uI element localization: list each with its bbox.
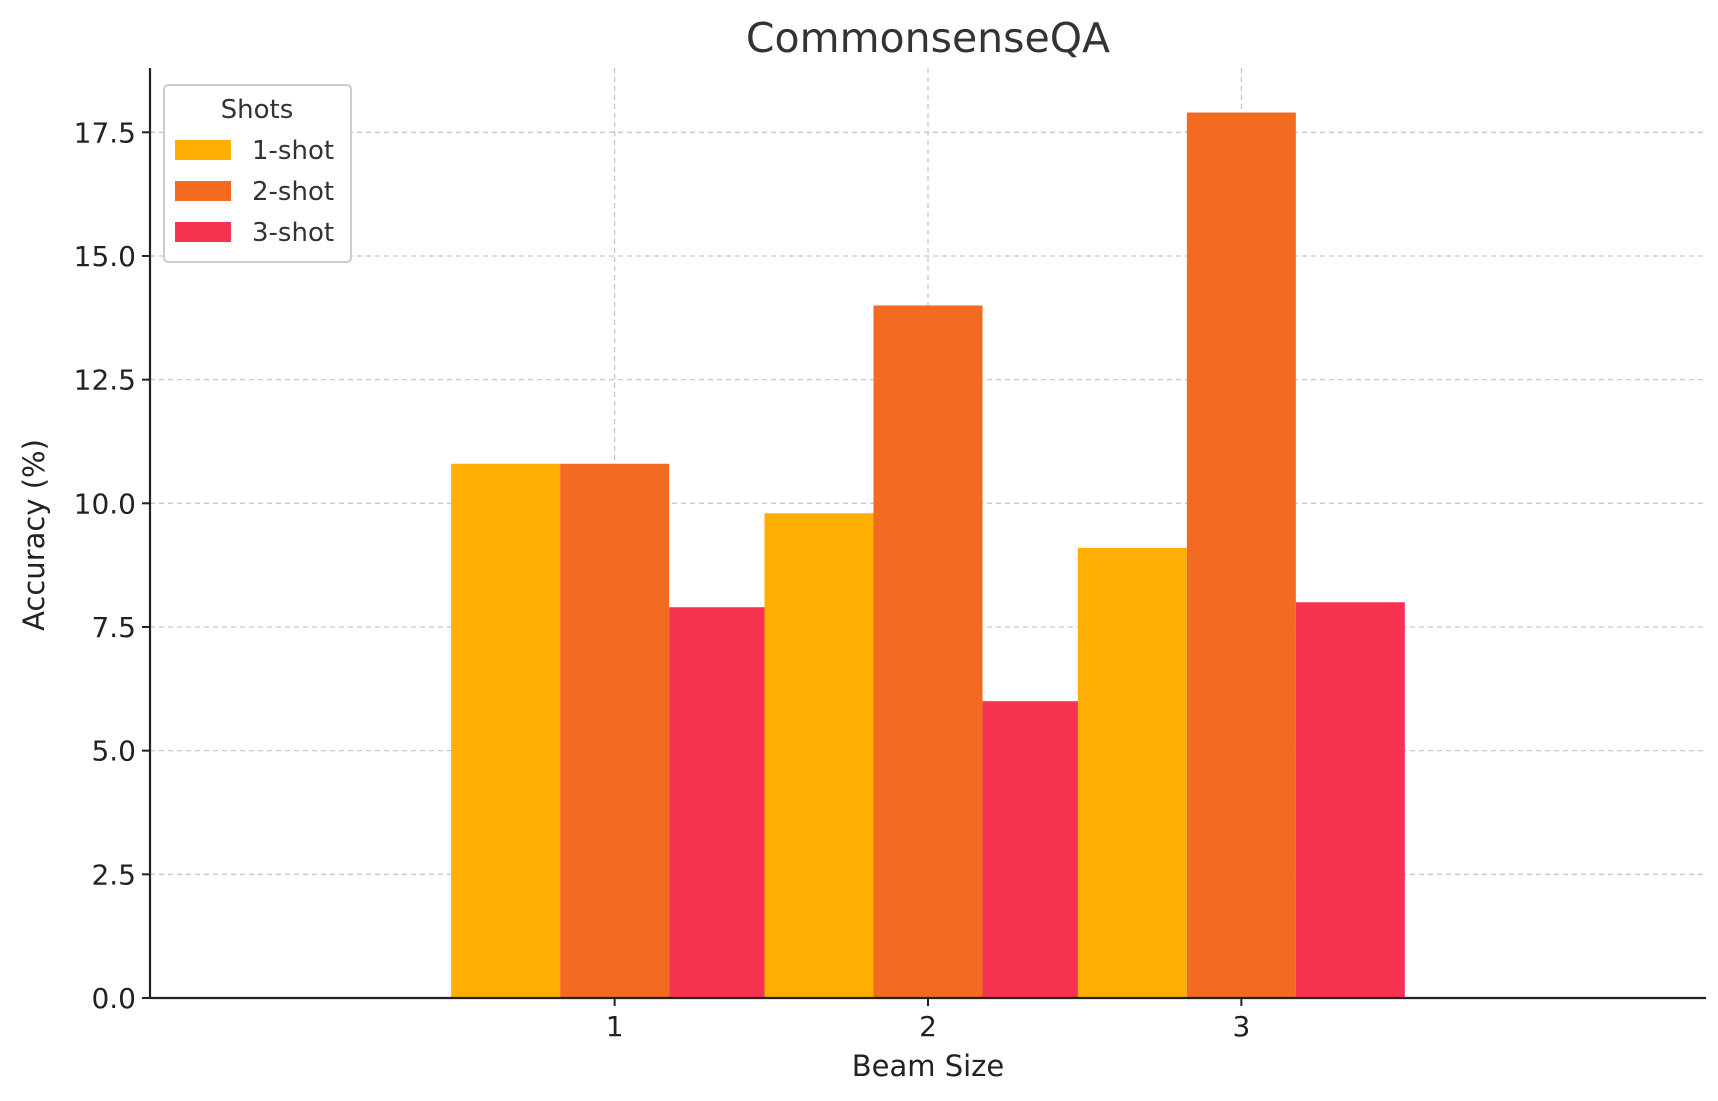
- y-tick-label: 12.5: [74, 364, 136, 397]
- x-axis-label: Beam Size: [852, 1049, 1005, 1083]
- legend-label-2-shot: 2-shot: [252, 177, 334, 207]
- bar-3-shot-beam-2: [982, 701, 1092, 998]
- x-tick-label: 1: [606, 1010, 624, 1043]
- bar-3-shot-beam-3: [1295, 602, 1405, 998]
- legend-swatch-3-shot: [175, 222, 231, 242]
- bar-1-shot-beam-3: [1077, 547, 1187, 998]
- y-tick-label: 17.5: [74, 116, 136, 149]
- y-tick-label: 7.5: [91, 611, 136, 644]
- legend-box: [163, 84, 352, 263]
- x-tick-label: 3: [1232, 1010, 1250, 1043]
- chart-title: CommonsenseQA: [746, 14, 1110, 62]
- legend-title: Shots: [221, 95, 294, 125]
- y-tick-label: 0.0: [91, 982, 136, 1015]
- bars: [451, 112, 1405, 999]
- y-tick-label: 5.0: [91, 735, 136, 768]
- y-axis-ticks: 0.0 2.5 5.0 7.5 10.0 12.5 15.0 17.5: [74, 116, 150, 1015]
- bar-2-shot-beam-1: [560, 463, 670, 998]
- bar-2-shot-beam-2: [873, 305, 983, 999]
- x-tick-label: 2: [919, 1010, 937, 1043]
- bar-1-shot-beam-2: [764, 513, 874, 998]
- y-axis-label: Accuracy (%): [17, 439, 51, 631]
- legend-label-3-shot: 3-shot: [252, 218, 334, 248]
- bar-3-shot-beam-1: [669, 607, 779, 998]
- legend-label-1-shot: 1-shot: [252, 136, 334, 166]
- y-tick-label: 2.5: [91, 858, 136, 891]
- legend-swatch-2-shot: [175, 181, 231, 201]
- legend: Shots 1-shot 2-shot 3-shot: [163, 84, 352, 263]
- bar-2-shot-beam-3: [1186, 112, 1296, 998]
- bar-1-shot-beam-1: [451, 463, 561, 998]
- x-axis-ticks: 1 2 3: [606, 998, 1250, 1043]
- y-tick-label: 15.0: [74, 240, 136, 273]
- y-tick-label: 10.0: [74, 487, 136, 520]
- legend-swatch-1-shot: [175, 140, 231, 160]
